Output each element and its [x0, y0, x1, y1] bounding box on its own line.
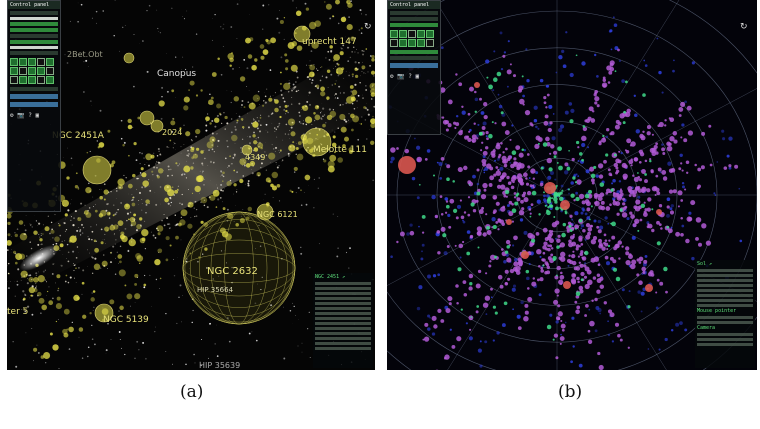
control-row[interactable] [10, 51, 58, 55]
toggle-button[interactable] [19, 76, 27, 84]
control-row[interactable] [10, 11, 58, 15]
gear-icon[interactable]: ⚙ 📷 ? ▣ [10, 112, 40, 119]
toggle-button[interactable] [37, 67, 45, 75]
toggle-button[interactable] [37, 76, 45, 84]
control-panel-a[interactable]: Control panel ⚙ 📷 ? ▣ [7, 0, 61, 212]
label-ngc2451a[interactable]: NGC 2451A [52, 131, 105, 141]
label-hip35664[interactable]: HIP 35664 [197, 286, 234, 294]
toggle-button[interactable] [28, 67, 36, 75]
control-panel-title: Control panel [8, 1, 60, 9]
toggle-button[interactable] [426, 39, 434, 47]
toggle-button[interactable] [390, 39, 398, 47]
label-ter5[interactable]: ter 5 [7, 307, 28, 317]
label-zbet[interactable]: 2Bet.Obt [67, 50, 103, 59]
control-row[interactable] [10, 17, 58, 20]
control-row[interactable] [10, 46, 58, 49]
object-info-a: NGC 2451 ↗ [313, 273, 373, 368]
control-slider[interactable] [10, 102, 58, 107]
screenshot-b: Control panel ⚙ 📷 ? ▣ Sol ↗ Mouse pointe… [387, 0, 757, 370]
refresh-icon[interactable]: ↻ [364, 22, 372, 32]
control-row[interactable] [390, 11, 438, 15]
toggle-button[interactable] [37, 58, 45, 66]
info-title: Sol ↗ [697, 261, 713, 267]
label-canopus[interactable]: Canopus [157, 69, 196, 79]
toggle-button[interactable] [408, 30, 416, 38]
label-ngc4349[interactable]: 4349 [245, 153, 265, 162]
control-row[interactable] [10, 87, 58, 91]
label-ngc2632[interactable]: NGC 2632 [207, 266, 258, 277]
control-row[interactable] [10, 34, 58, 38]
caption-b: (b) [558, 382, 583, 402]
label-ngc2024[interactable]: 2024 [162, 128, 182, 137]
toggle-button[interactable] [399, 39, 407, 47]
toggle-button[interactable] [399, 30, 407, 38]
control-slider[interactable] [10, 22, 58, 26]
label-ruprecht147[interactable]: uprecht 147 [302, 37, 357, 47]
toggle-button[interactable] [19, 67, 27, 75]
label-hip35639[interactable]: HIP 35639 [199, 361, 240, 370]
cluster-sphere-ngc2632[interactable] [182, 211, 296, 325]
control-panel-b[interactable]: Control panel ⚙ 📷 ? ▣ [387, 0, 441, 135]
toggle-button[interactable] [28, 76, 36, 84]
visibility-toggles[interactable] [10, 58, 58, 84]
toggle-button[interactable] [417, 39, 425, 47]
control-row[interactable] [390, 56, 438, 60]
bright-star-glow [19, 245, 59, 271]
refresh-icon[interactable]: ↻ [740, 22, 748, 32]
toggle-button[interactable] [46, 58, 54, 66]
toggle-button[interactable] [10, 76, 18, 84]
visibility-toggles[interactable] [390, 30, 438, 47]
control-slider[interactable] [10, 28, 58, 32]
control-slider[interactable] [390, 23, 438, 27]
label-ngc5139[interactable]: NGC 5139 [103, 315, 149, 325]
toggle-button[interactable] [417, 30, 425, 38]
control-slider[interactable] [390, 63, 438, 68]
mouse-pointer-heading: Mouse pointer [697, 308, 737, 314]
label-melotte111[interactable]: Melotte 111 [313, 145, 367, 155]
control-slider[interactable] [390, 50, 438, 54]
control-panel-title: Control panel [388, 1, 440, 9]
camera-heading: Camera [697, 325, 716, 331]
toggle-button[interactable] [426, 30, 434, 38]
gear-icon[interactable]: ⚙ 📷 ? ▣ [390, 73, 420, 80]
toggle-button[interactable] [28, 58, 36, 66]
control-slider[interactable] [10, 40, 58, 44]
toggle-button[interactable] [46, 67, 54, 75]
red-spheres [398, 82, 662, 292]
toggle-button[interactable] [19, 58, 27, 66]
control-row[interactable] [390, 17, 438, 21]
toggle-button[interactable] [10, 58, 18, 66]
caption-a: (a) [180, 382, 204, 402]
toggle-button[interactable] [408, 39, 416, 47]
toggle-button[interactable] [46, 76, 54, 84]
toggle-button[interactable] [10, 67, 18, 75]
screenshot-a: Canopus NGC 2451A NGC 2632 HIP 35664 NGC… [7, 0, 375, 370]
label-ngc6121[interactable]: NGC 6121 [257, 210, 298, 219]
toggle-button[interactable] [390, 30, 398, 38]
control-slider[interactable] [10, 94, 58, 99]
info-title: NGC 2451 ↗ [315, 274, 346, 280]
object-info-b: Sol ↗ Mouse pointer Camera [695, 260, 755, 368]
